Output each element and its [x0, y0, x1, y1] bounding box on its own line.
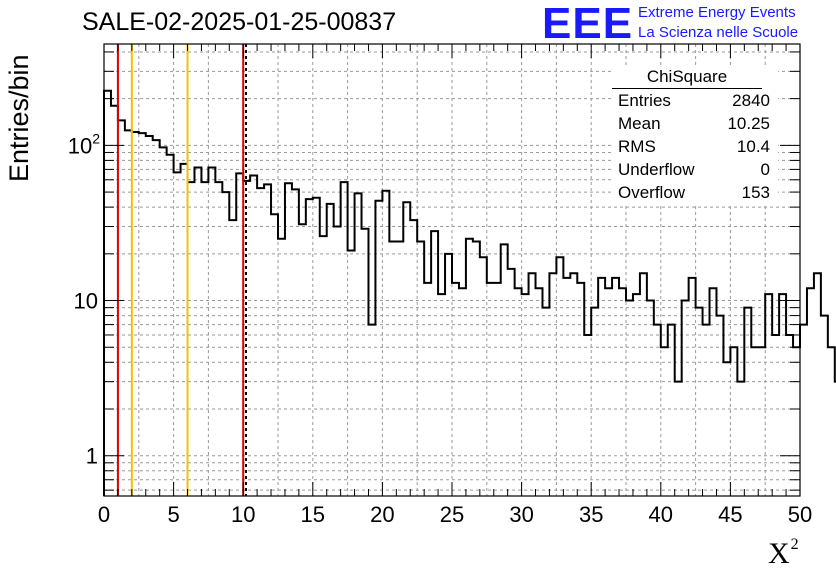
- stats-value: 2840: [732, 91, 770, 110]
- chart-title: SALE-02-2025-01-25-00837: [82, 8, 397, 36]
- x-tick-label: 20: [370, 502, 394, 527]
- x-tick-label: 45: [718, 502, 742, 527]
- stats-value: 10.4: [736, 137, 770, 156]
- stats-value: 0: [760, 160, 770, 179]
- x-tick-label: 10: [231, 502, 255, 527]
- x-axis-label-base: X: [768, 537, 790, 570]
- x-tick-label: 35: [579, 502, 603, 527]
- x-axis-label: X2: [768, 536, 799, 571]
- stats-label: Entries: [618, 91, 671, 110]
- x-axis-label-sup: 2: [790, 536, 799, 553]
- x-tick-label: 25: [440, 502, 464, 527]
- x-tick-label: 0: [98, 502, 110, 527]
- x-tick-label: 50: [788, 502, 812, 527]
- x-tick-labels: 0 5 10 15 20 25 30 35 40 45 50: [98, 502, 812, 527]
- y-axis-label: Entries/bin: [4, 54, 34, 182]
- y-tick-label: 10: [74, 289, 98, 314]
- y-tick-label: 1: [86, 444, 98, 469]
- histogram-bars: [103, 89, 836, 496]
- histogram-outline: [103, 89, 836, 496]
- x-tick-label: 5: [167, 502, 179, 527]
- stats-row-entries: Entries 2840: [612, 89, 778, 112]
- stats-row-mean: Mean 10.25: [612, 112, 778, 135]
- stats-value: 10.25: [727, 114, 770, 133]
- y-tick-labels: 1 10 102: [68, 130, 100, 468]
- logo-line-1: Extreme Energy Events: [638, 4, 796, 21]
- stats-label: Overflow: [618, 183, 686, 202]
- stats-label: RMS: [618, 137, 656, 156]
- x-tick-label: 15: [301, 502, 325, 527]
- axis-ticks: [103, 44, 801, 496]
- y-tick-label: 102: [68, 130, 100, 158]
- stats-title: ChiSquare: [612, 66, 762, 89]
- x-tick-label: 40: [649, 502, 673, 527]
- stats-row-rms: RMS 10.4: [612, 135, 778, 158]
- x-tick-label: 30: [509, 502, 533, 527]
- stats-label: Mean: [618, 114, 661, 133]
- threshold-lines: [116, 44, 247, 496]
- grid: [104, 44, 800, 496]
- stats-row-underflow: Underflow 0: [612, 158, 778, 181]
- logo-line-2: La Scienza nelle Scuole: [638, 24, 799, 41]
- stats-label: Underflow: [618, 160, 695, 179]
- eee-logo: EEE: [542, 0, 634, 48]
- stats-row-overflow: Overflow 153: [612, 181, 778, 204]
- stats-value: 153: [741, 183, 770, 202]
- stats-box: ChiSquare Entries 2840 Mean 10.25 RMS 10.4 …: [612, 66, 778, 204]
